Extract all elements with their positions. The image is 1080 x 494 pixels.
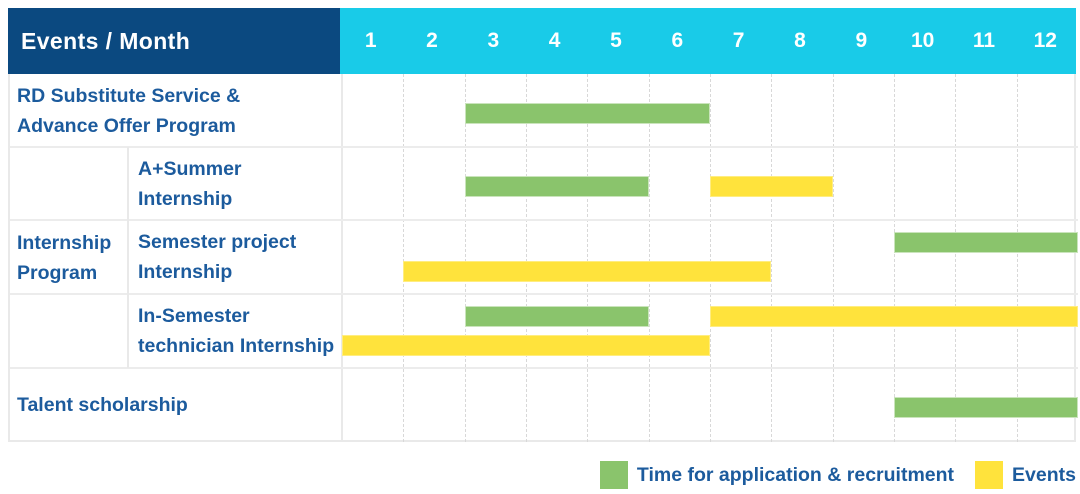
legend-label-events: Events xyxy=(1012,463,1076,486)
legend-item-events: Events xyxy=(975,461,1076,489)
month-grid-line xyxy=(1016,74,1018,442)
month-grid-line xyxy=(526,74,527,442)
month-header-6: 6 xyxy=(671,29,684,52)
month-grid-line xyxy=(955,74,957,442)
row-separator xyxy=(10,146,1078,148)
row-label-rd-substitute-service: RD Substitute Service & Advance Offer Pro… xyxy=(17,84,241,137)
month-header-4: 4 xyxy=(548,29,561,52)
month-grid-line xyxy=(464,74,466,442)
row-separator xyxy=(10,219,1078,221)
row-separator xyxy=(10,293,1078,295)
gantt-bar-application-semester-project-internship-m10-m12 xyxy=(894,232,1078,253)
row-label-semester-project-internship: Semester project Internship xyxy=(138,231,297,283)
legend: Time for application & recruitment Event… xyxy=(599,461,1076,489)
gantt-bar-application-in-semester-technician-internship-m3-m5 xyxy=(464,306,649,327)
month-header-7: 7 xyxy=(732,29,745,52)
month-header-2: 2 xyxy=(426,29,438,52)
gantt-bar-events-semester-project-internship-m2-m7 xyxy=(403,261,772,282)
table-header-corner: Events / Month xyxy=(8,8,340,74)
row-label-talent-scholarship: Talent scholarship xyxy=(17,394,188,416)
month-header-8: 8 xyxy=(794,29,806,52)
gantt-bar-events-in-semester-technician-internship-m7-m12 xyxy=(710,306,1078,327)
legend-item-application: Time for application & recruitment xyxy=(599,461,955,489)
month-grid-line xyxy=(710,74,711,442)
events-month-header-label: Events / Month xyxy=(21,27,191,54)
month-grid-line xyxy=(648,74,650,442)
table-body: Internship Program RD Substitute Service &… xyxy=(8,74,1078,442)
month-grid-line xyxy=(832,74,834,442)
group-divider xyxy=(127,147,129,368)
month-header-row: 1 2 3 4 5 6 7 8 9 10 11 12 xyxy=(340,8,1076,74)
month-grid-line xyxy=(894,74,895,442)
row-label-a-plus-summer-internship: A+Summer Internship xyxy=(138,157,242,210)
gantt-bar-application-rd-substitute-service-m3-m6 xyxy=(464,103,710,124)
month-header-3: 3 xyxy=(487,29,500,52)
schedule-table: Events / Month 1 2 3 4 5 6 7 8 9 10 11 12 Internshi… xyxy=(8,8,1078,442)
gantt-bar-events-a-plus-summer-internship-m7-m8 xyxy=(710,176,833,197)
row-label-in-semester-technician-internship: In-Semester technician Internship xyxy=(138,305,335,357)
month-grid-line xyxy=(587,74,589,442)
month-header-1: 1 xyxy=(364,29,377,52)
month-header-12: 12 xyxy=(1033,29,1057,52)
events-color-swatch-icon xyxy=(975,461,1004,489)
legend-label-application: Time for application & recruitment xyxy=(636,463,955,486)
month-header-5: 5 xyxy=(610,29,622,52)
row-separator xyxy=(10,367,1078,369)
application-color-swatch-icon xyxy=(599,461,628,489)
gantt-bar-application-talent-scholarship-m10-m12 xyxy=(894,397,1078,418)
gantt-bar-application-a-plus-summer-internship-m3-m5 xyxy=(464,176,649,197)
label-months-divider xyxy=(341,74,343,442)
month-grid-line xyxy=(771,74,773,442)
month-header-11: 11 xyxy=(972,29,996,52)
month-grid-line xyxy=(403,74,405,442)
month-header-9: 9 xyxy=(855,29,868,52)
month-header-10: 10 xyxy=(910,29,935,52)
group-label-internship-program: Internship Program xyxy=(17,231,112,284)
gantt-bar-events-in-semester-technician-internship-m1-m6 xyxy=(342,335,710,356)
